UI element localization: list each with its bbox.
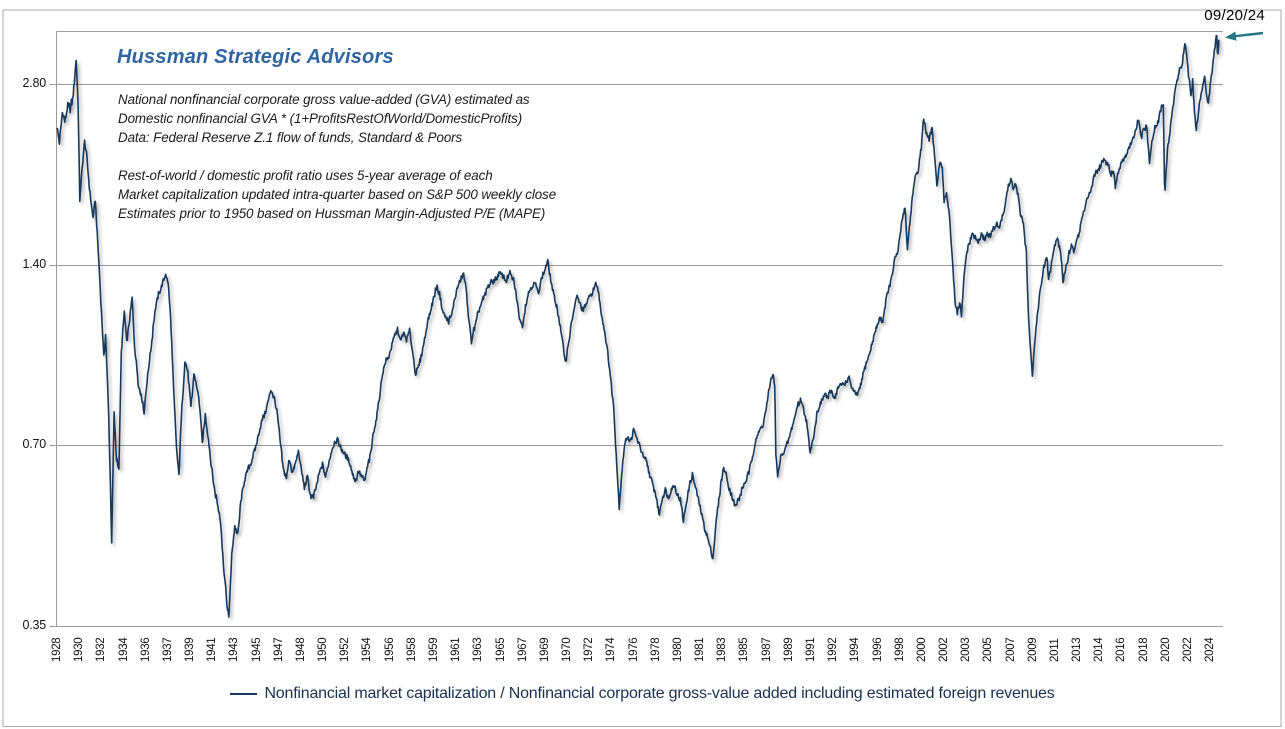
series-line-marketcap-to-gva: [56, 35, 1220, 618]
date-arrow-shaft-icon: [1232, 31, 1264, 38]
chart-outer-border: [2, 9, 1282, 727]
date-arrow-head-icon: [1225, 31, 1237, 41]
